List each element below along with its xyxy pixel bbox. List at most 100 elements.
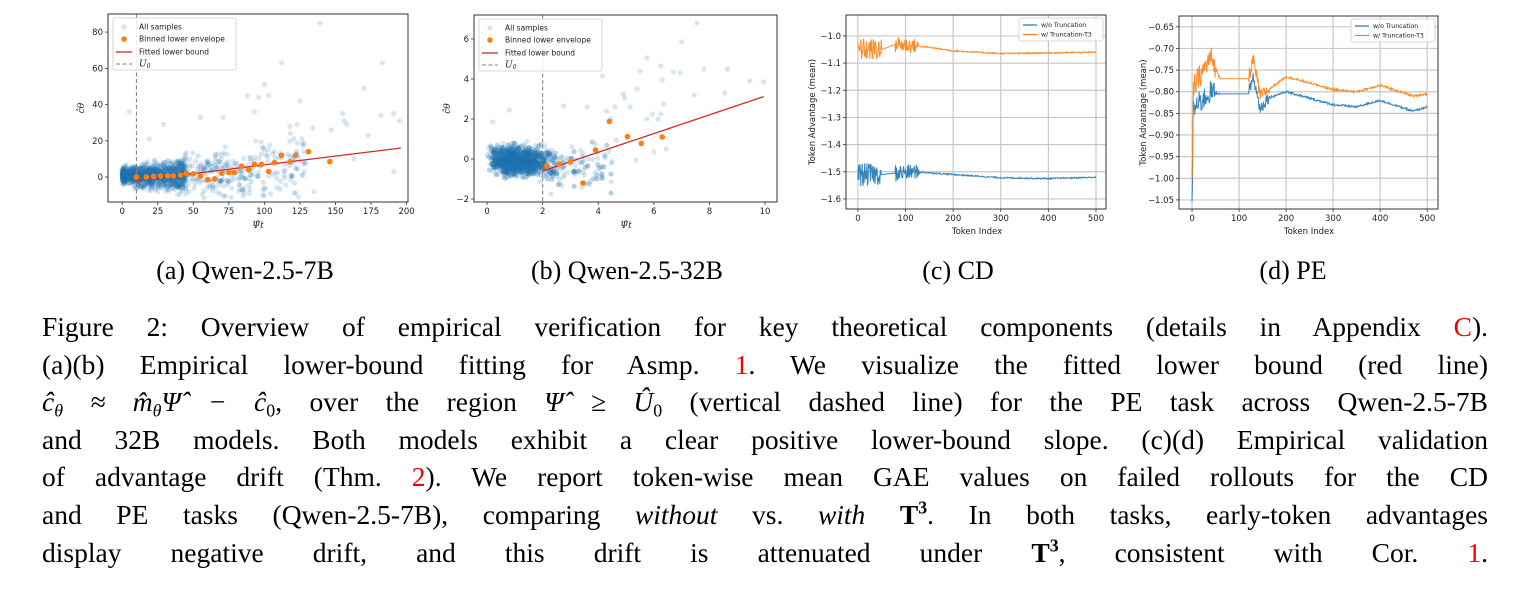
sample-point (524, 150, 530, 156)
sample-point (519, 160, 525, 167)
sample-point (250, 171, 256, 177)
caption-reference-link[interactable]: 1 (734, 348, 749, 380)
sample-point (542, 170, 549, 176)
sample-point (119, 173, 125, 179)
legend-label: Binned lower envelope (139, 35, 225, 44)
y-tick-label: −0.85 (1148, 109, 1174, 119)
sample-point (527, 162, 533, 168)
sample-point (297, 98, 303, 104)
sample-point (145, 180, 151, 186)
sample-point (230, 158, 236, 164)
sample-point (512, 158, 519, 164)
sample-point (157, 180, 163, 187)
sample-point (120, 170, 126, 177)
sample-point (508, 147, 514, 153)
sample-point (149, 168, 155, 174)
legend-box (112, 17, 237, 71)
sample-point (513, 158, 519, 165)
sample-point (515, 144, 521, 150)
sample-point (536, 154, 542, 160)
sample-point (127, 172, 134, 178)
sample-point (216, 181, 222, 188)
sample-point (596, 165, 602, 172)
sample-point (161, 183, 167, 189)
sample-point (155, 169, 161, 175)
sample-point (515, 162, 521, 168)
sample-point (595, 155, 601, 161)
sample-point (171, 165, 177, 171)
sample-point (212, 151, 218, 157)
sample-point (494, 160, 500, 166)
sample-point (525, 147, 531, 153)
sample-point (515, 158, 521, 165)
sample-point (497, 152, 504, 158)
sample-point (139, 183, 146, 189)
sample-point (517, 158, 523, 164)
x-tick-label: 200 (945, 214, 961, 224)
sample-point (150, 179, 156, 185)
series-line-without-truncation (1191, 73, 1428, 202)
sample-point (495, 156, 501, 163)
sample-point (247, 155, 254, 162)
sample-point (526, 164, 532, 170)
sample-point (210, 185, 216, 191)
sample-point (524, 155, 530, 161)
sample-point (516, 160, 522, 166)
sample-point (523, 158, 530, 164)
sample-point (130, 164, 136, 171)
sample-point (503, 158, 509, 164)
x-tick-label: 300 (1325, 214, 1341, 224)
sample-point (521, 157, 527, 164)
sample-point (497, 164, 503, 170)
sample-point (589, 139, 595, 145)
sample-point (599, 171, 605, 178)
sample-point (179, 182, 185, 188)
sample-point (150, 181, 156, 187)
sample-point (518, 149, 524, 155)
caption-reference-link[interactable]: 1 (1467, 536, 1482, 568)
sample-point (524, 154, 530, 160)
sample-point (239, 172, 246, 178)
sample-point (129, 172, 135, 178)
sample-point (128, 165, 134, 171)
sample-point (511, 150, 518, 156)
sample-point (513, 163, 519, 170)
sample-point (488, 143, 494, 149)
sample-point (145, 187, 152, 194)
sample-point (141, 170, 147, 176)
caption-reference-link[interactable]: C (1453, 311, 1472, 342)
sample-point (225, 178, 231, 184)
sample-point (129, 170, 135, 176)
sample-point (119, 167, 125, 174)
sample-point (220, 183, 227, 189)
caption-reference-link[interactable]: 2 (411, 461, 426, 493)
sample-point (571, 149, 577, 155)
sample-point (505, 154, 511, 160)
sample-point (644, 116, 650, 122)
sample-point (152, 167, 159, 173)
sample-point (520, 150, 526, 156)
sample-point (156, 181, 162, 187)
sample-point (157, 169, 163, 175)
sample-point (143, 160, 149, 166)
sample-point (508, 157, 514, 163)
sample-point (195, 153, 201, 159)
sample-point (119, 172, 125, 178)
sample-point (180, 177, 186, 183)
sample-point (176, 163, 182, 169)
sample-point (516, 153, 523, 160)
y-axis-label: ĉθ (76, 102, 87, 113)
x-tick-label: 0 (120, 207, 125, 217)
sample-point (254, 174, 260, 180)
sample-point (137, 165, 143, 171)
sample-point (180, 163, 186, 169)
sample-point (504, 168, 510, 174)
sample-point (533, 164, 539, 170)
sample-point (523, 160, 529, 166)
sample-point (379, 60, 386, 66)
sample-point (121, 163, 127, 169)
sample-point (506, 154, 512, 160)
sample-point (510, 167, 516, 173)
sample-point (511, 167, 517, 173)
sample-point (134, 185, 140, 191)
